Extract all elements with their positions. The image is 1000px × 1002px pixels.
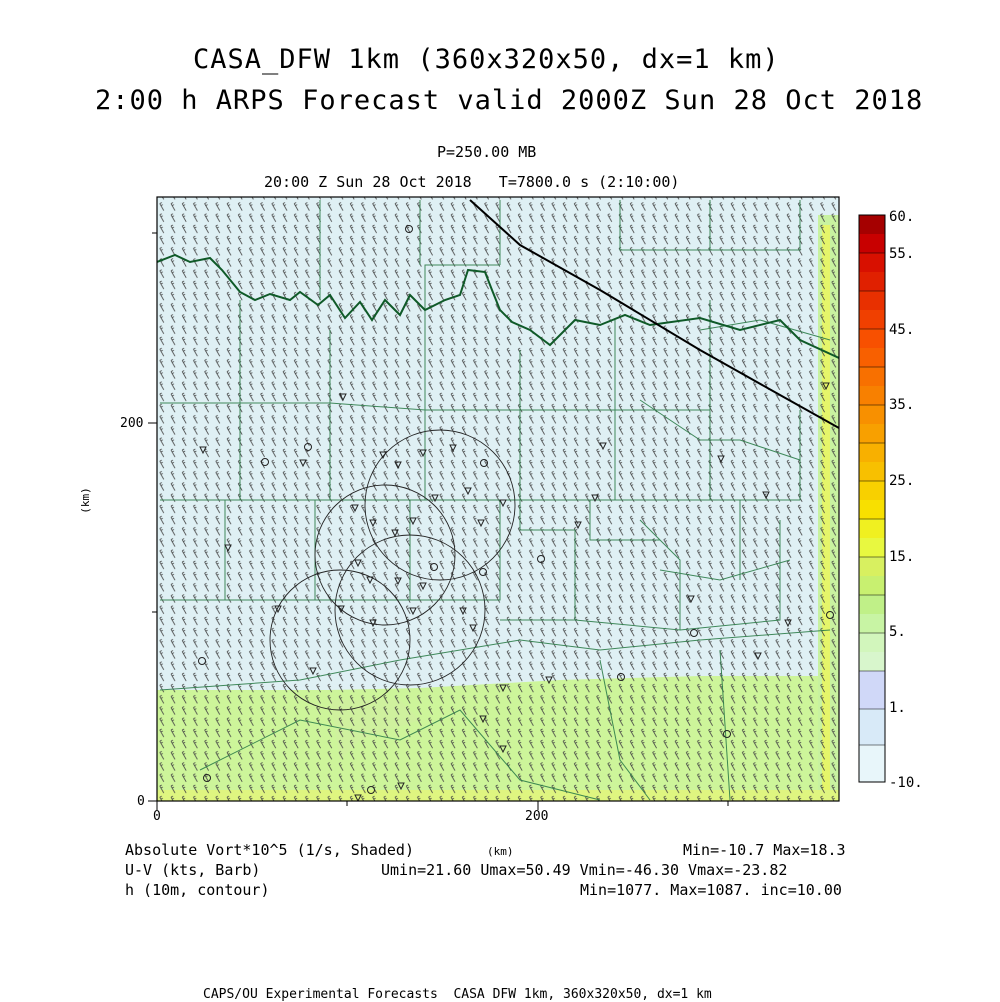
x-tick-200: 200: [525, 809, 549, 824]
title-line-2: 2:00 h ARPS Forecast valid 2000Z Sun 28 …: [95, 85, 924, 116]
vort-label: Absolute Vort*10^5 (1/s, Shaded): [125, 841, 414, 859]
height-range: Min=1077. Max=1087. inc=10.00: [580, 881, 842, 899]
valid-time: 20:00 Z Sun 28 Oct 2018 T=7800.0 s (2:10…: [264, 173, 680, 191]
x-tick-0: 0: [153, 809, 161, 824]
map-field: [157, 197, 839, 801]
y-axis-unit: (km): [78, 487, 92, 514]
colorbar-label-35: 35.: [889, 397, 915, 413]
colorbar: [858, 214, 886, 783]
colorbar-label-25: 25.: [889, 473, 915, 489]
colorbar-label-5: 5.: [889, 624, 906, 640]
colorbar-label-neg10: -10.: [889, 775, 923, 791]
y-tick-200: 200: [120, 416, 144, 431]
y-tick-0: 0: [137, 794, 145, 809]
colorbar-label-45: 45.: [889, 322, 915, 338]
x-axis-unit: (km): [487, 845, 514, 858]
title-line-1: CASA_DFW 1km (360x320x50, dx=1 km): [193, 44, 780, 75]
footer-credit: CAPS/OU Experimental Forecasts CASA DFW …: [203, 987, 712, 1002]
wind-range: Umin=21.60 Umax=50.49 Vmin=-46.30 Vmax=-…: [381, 861, 788, 879]
pressure-level: P=250.00 MB: [437, 143, 537, 161]
wind-label: U-V (kts, Barb): [125, 861, 261, 879]
colorbar-label-60: 60.: [889, 209, 915, 225]
colorbar-label-15: 15.: [889, 549, 915, 565]
height-label: h (10m, contour): [125, 881, 270, 899]
vort-range: Min=-10.7 Max=18.3: [683, 841, 846, 859]
colorbar-label-1: 1.: [889, 700, 906, 716]
colorbar-label-55: 55.: [889, 246, 915, 262]
